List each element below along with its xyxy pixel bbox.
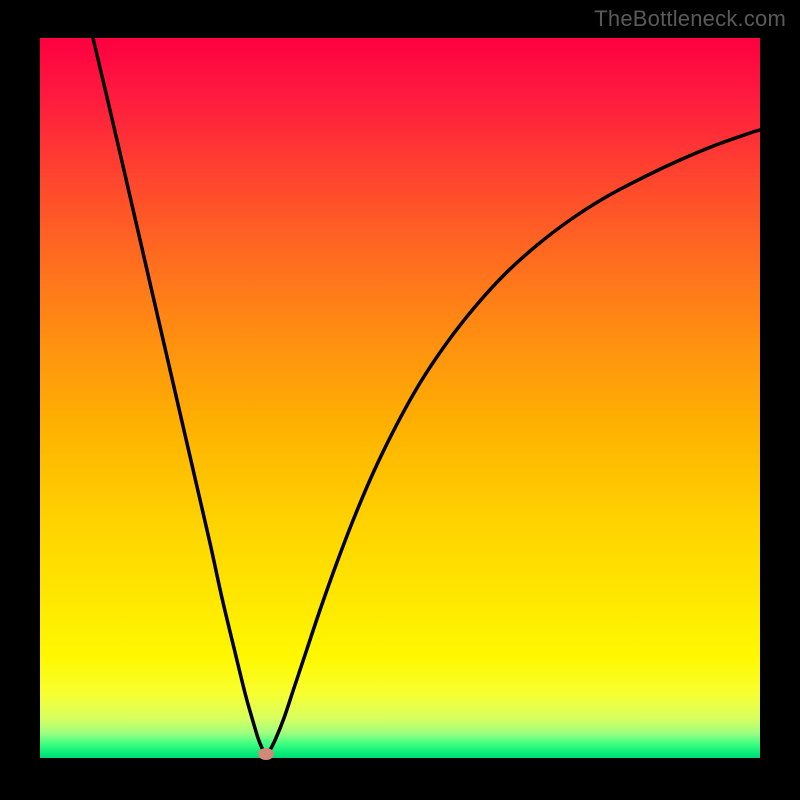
plot-area (40, 38, 760, 758)
watermark-text: TheBottleneck.com (594, 6, 786, 32)
minimum-marker (258, 748, 274, 760)
chart-container: TheBottleneck.com (0, 0, 800, 800)
curve (40, 38, 760, 758)
